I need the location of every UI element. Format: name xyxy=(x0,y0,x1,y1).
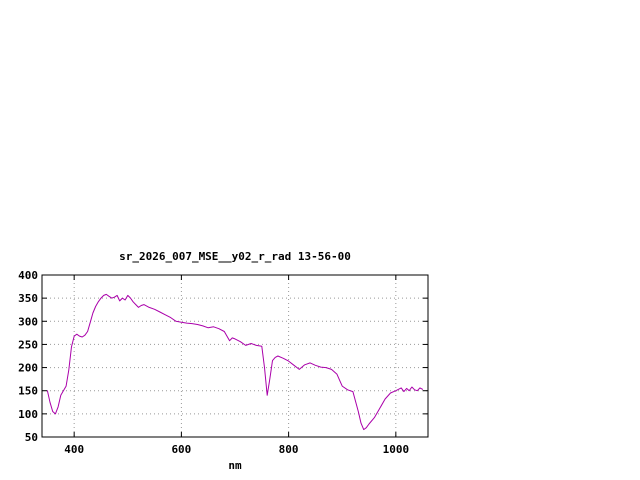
x-axis-label: nm xyxy=(228,459,242,472)
y-tick-label: 100 xyxy=(18,408,38,421)
y-tick-label: 50 xyxy=(25,431,38,444)
y-tick-label: 300 xyxy=(18,315,38,328)
y-tick-label: 400 xyxy=(18,269,38,282)
x-tick-label: 1000 xyxy=(383,443,410,456)
y-tick-label: 350 xyxy=(18,292,38,305)
x-tick-label: 400 xyxy=(64,443,84,456)
chart-title: sr_2026_007_MSE__y02_r_rad 13-56-00 xyxy=(119,250,351,263)
plot-border xyxy=(41,274,429,438)
x-tick-label: 600 xyxy=(171,443,191,456)
y-tick-label: 250 xyxy=(18,338,38,351)
y-tick-label: 200 xyxy=(18,362,38,375)
x-tick-label: 800 xyxy=(279,443,299,456)
y-tick-label: 150 xyxy=(18,385,38,398)
spectrum-line xyxy=(46,293,424,431)
